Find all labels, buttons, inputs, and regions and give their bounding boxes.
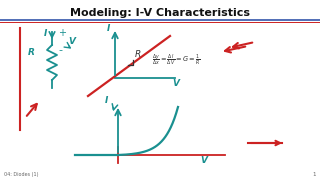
Text: R: R: [28, 48, 35, 57]
Text: 1: 1: [313, 172, 316, 177]
Text: 04: Diodes (1): 04: Diodes (1): [4, 172, 38, 177]
Text: I: I: [107, 24, 110, 33]
Text: -: -: [58, 45, 62, 55]
Text: +: +: [58, 28, 66, 38]
Text: $\frac{\Delta y}{\Delta x}=\frac{\Delta I}{\Delta V}=G=\frac{1}{R}$: $\frac{\Delta y}{\Delta x}=\frac{\Delta …: [152, 53, 201, 67]
Text: V: V: [68, 37, 75, 46]
Text: I: I: [105, 96, 108, 105]
Text: V: V: [172, 79, 179, 88]
Text: Modeling: I-V Characteristics: Modeling: I-V Characteristics: [70, 8, 250, 18]
Text: I: I: [44, 29, 47, 38]
Text: R: R: [135, 50, 141, 59]
Text: V: V: [200, 156, 207, 165]
